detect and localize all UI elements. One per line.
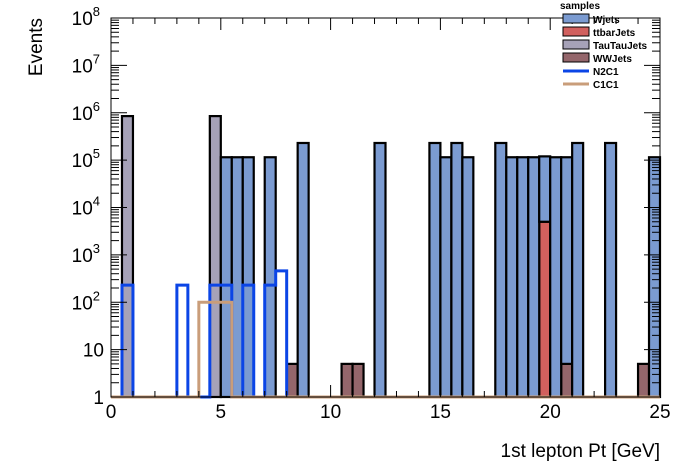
bar-wjets	[516, 156, 530, 399]
y-tick-label: 107	[72, 51, 100, 77]
x-tick-label: 15	[430, 402, 451, 423]
legend-title: samples	[560, 1, 600, 12]
bar-wwjets	[285, 362, 299, 399]
axis-ticks	[110, 18, 661, 398]
bar-wjets	[428, 141, 442, 399]
bar-ttbarjets	[538, 220, 552, 399]
bar-tautaujets	[208, 114, 222, 399]
bar-wjets	[538, 155, 552, 223]
y-axis-title: Events	[26, 18, 47, 76]
bar-wjets	[450, 141, 464, 399]
legend-label-wwjets: WWJets	[593, 54, 632, 65]
legend-swatch-tautaujets	[562, 39, 590, 50]
legend-label-tautaujets: TauTauJets	[593, 41, 648, 52]
bar-wwjets	[560, 362, 574, 399]
x-tick-label: 0	[106, 402, 117, 423]
bar-wjets	[560, 156, 574, 365]
bar-wjets	[505, 156, 519, 399]
x-tick-label: 20	[540, 402, 561, 423]
legend-swatch-wjets	[562, 13, 590, 24]
y-tick-label: 106	[72, 99, 100, 125]
bar-wwjets	[636, 362, 651, 399]
x-axis-title: 1st lepton Pt [GeV]	[501, 441, 660, 462]
bar-wjets	[527, 156, 541, 399]
y-tick-label: 1	[93, 388, 104, 409]
bar-wwjets	[340, 362, 354, 399]
stacked-bars	[120, 114, 662, 399]
y-tick-label: 10	[83, 341, 104, 362]
legend-label-c1c1: C1C1	[593, 80, 619, 91]
y-tick-label: 102	[72, 288, 100, 314]
bar-wjets	[373, 141, 387, 399]
x-tick-label: 25	[649, 402, 670, 423]
bar-wjets	[439, 156, 453, 399]
tick-labels: 0 5 10 15 20 25 1 10 102 103 104 105 106 107 108	[72, 4, 671, 423]
bar-wjets	[549, 156, 563, 399]
legend: samples Wjets ttbarJets TauTauJets WWJets N2…	[560, 1, 648, 91]
bar-wjets	[603, 141, 618, 399]
bar-wjets	[494, 141, 508, 399]
legend-swatch-ttbarjets	[562, 26, 590, 37]
bar-wjets	[263, 156, 277, 399]
y-tick-label: 104	[72, 194, 100, 220]
bar-wjets	[296, 141, 310, 399]
legend-label-n2c1: N2C1	[593, 67, 619, 78]
bar-wwjets	[351, 362, 365, 399]
y-tick-label: 103	[72, 241, 100, 267]
y-tick-label: 108	[72, 4, 100, 30]
bar-wjets	[241, 156, 255, 399]
legend-swatch-wwjets	[562, 52, 590, 63]
bar-wjets	[219, 156, 233, 399]
legend-label-ttbarjets: ttbarJets	[593, 28, 636, 39]
x-tick-label: 10	[320, 402, 341, 423]
bar-wjets	[571, 141, 585, 399]
bar-wjets	[230, 156, 244, 399]
y-tick-label: 105	[72, 146, 100, 172]
x-tick-label: 5	[216, 402, 227, 423]
bar-tautaujets	[120, 114, 135, 399]
bar-wjets	[461, 156, 475, 399]
legend-label-wjets: Wjets	[593, 15, 620, 26]
